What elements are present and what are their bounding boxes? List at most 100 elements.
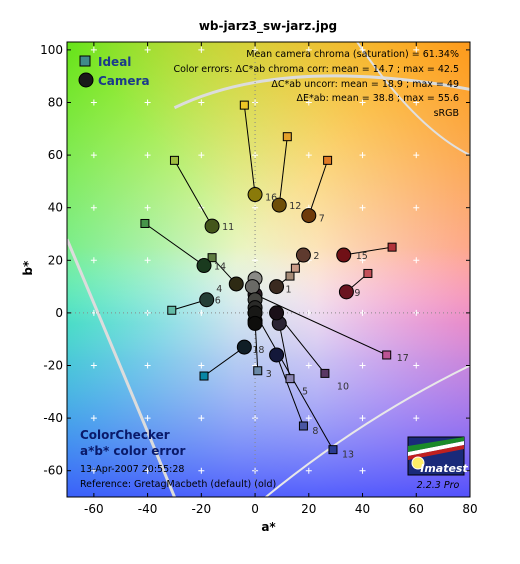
point-number-label: 17 (397, 353, 409, 364)
camera-point (247, 315, 263, 331)
ideal-point (253, 366, 263, 376)
point-number-label: 11 (222, 222, 234, 233)
grid-plus (359, 204, 366, 211)
y-tick-label: 0 (55, 306, 63, 320)
stats-line: Color errors: ΔC*ab chroma corr: mean = … (173, 64, 459, 75)
gamut-curve-left (67, 238, 176, 497)
grid-plus (198, 415, 205, 422)
camera-point (228, 276, 244, 292)
ideal-point (298, 421, 308, 431)
axis-ticks: -60 -40 -20 0 20 40 60 80 -60 -40 -20 0 20 40 60 80 100 (40, 42, 478, 516)
point-number-label: 14 (214, 262, 226, 273)
grid-plus (90, 152, 97, 159)
grid-plus (413, 46, 420, 53)
grid-plus (144, 204, 151, 211)
grid-plus (413, 415, 420, 422)
y-tick-label: 40 (48, 201, 63, 215)
camera-point (204, 218, 220, 234)
point-number-label: 13 (342, 450, 354, 461)
ideal-point (140, 218, 150, 228)
grid-plus (144, 152, 151, 159)
camera-point (196, 258, 212, 274)
camera-markers (196, 187, 354, 363)
point-number-label: 10 (337, 381, 349, 392)
point-number-label: 3 (266, 369, 272, 380)
y-tick-label: 20 (48, 253, 63, 267)
x-tick-label: 40 (355, 502, 370, 516)
legend-camera-label: Camera (98, 74, 150, 88)
legend-ideal-label: Ideal (98, 55, 131, 69)
plot-background (67, 42, 470, 497)
grid-plus (90, 362, 97, 369)
grid-plus (252, 152, 259, 159)
grid-plus (413, 257, 420, 264)
x-tick-label: 80 (462, 502, 477, 516)
camera-point (301, 208, 317, 224)
grid-plus (359, 46, 366, 53)
footer-title-line1: ColorChecker (80, 428, 170, 442)
x-tick-label: -40 (138, 502, 158, 516)
grid-plus (144, 415, 151, 422)
grid-plus (144, 46, 151, 53)
point-number-label: 1 (286, 285, 292, 296)
grid-plus (413, 362, 420, 369)
grid-plus (305, 362, 312, 369)
grid-plus (359, 152, 366, 159)
ideal-point (363, 268, 373, 278)
camera-point (295, 247, 311, 263)
ideal-point (328, 445, 338, 455)
grid-plus (305, 152, 312, 159)
x-axis-label: a* (261, 520, 276, 534)
grid-plus (198, 152, 205, 159)
error-line (174, 160, 213, 227)
grid-plus (413, 152, 420, 159)
point-number-label: 12 (289, 201, 301, 212)
point-number-label: 7 (319, 214, 325, 225)
y-tick-label: -60 (43, 464, 63, 478)
camera-point (338, 284, 354, 300)
grid-plus (198, 362, 205, 369)
camera-point (271, 197, 287, 213)
ideal-point (382, 350, 392, 360)
y-tick-label: 60 (48, 148, 63, 162)
ideal-point (282, 132, 292, 142)
error-line (254, 294, 387, 356)
legend: Ideal Camera (78, 55, 150, 88)
grid-plus (305, 467, 312, 474)
imatest-logo: Imatest 2.2.3 Pro (407, 436, 468, 491)
ideal-point (167, 305, 177, 315)
grid-plus (144, 99, 151, 106)
error-line (203, 346, 245, 377)
camera-point (244, 279, 260, 295)
y-axis-label: b* (21, 260, 35, 276)
grid-plus (413, 99, 420, 106)
x-tick-label: -20 (192, 502, 212, 516)
legend-ideal-swatch (79, 55, 91, 67)
legend-camera-swatch (78, 72, 94, 88)
point-number-label: 15 (356, 251, 368, 262)
footer-text: ColorChecker a*b* color error 13-Apr-2007 … (80, 428, 276, 490)
camera-point (236, 339, 252, 355)
stats-line: ΔC*ab uncorr: mean = 18.9 ; max = 49 (271, 79, 459, 90)
ideal-point (199, 371, 209, 381)
grid-plus (144, 362, 151, 369)
y-tick-label: -40 (43, 411, 63, 425)
point-number-label: 9 (354, 288, 360, 299)
footer-reference: Reference: GretagMacbeth (default) (old) (80, 479, 276, 490)
ideal-point (207, 253, 217, 263)
y-tick-label: 100 (40, 43, 63, 57)
grid-plus (305, 46, 312, 53)
point-number-label: 4 (216, 284, 222, 295)
camera-point (269, 347, 285, 363)
bg-blue (67, 42, 470, 497)
grid-plus (90, 46, 97, 53)
footer-title-line2: a*b* color error (80, 444, 185, 458)
plot-frame (66, 41, 471, 498)
stats-line: sRGB (434, 108, 459, 119)
ideal-point (169, 155, 179, 165)
logo-stripe-red (408, 445, 464, 460)
gamut-curve-top (173, 74, 470, 110)
grid-plus (413, 309, 420, 316)
x-tick-label: 20 (301, 502, 316, 516)
stats-line: Mean camera chroma (saturation) = 61.34% (246, 49, 459, 60)
